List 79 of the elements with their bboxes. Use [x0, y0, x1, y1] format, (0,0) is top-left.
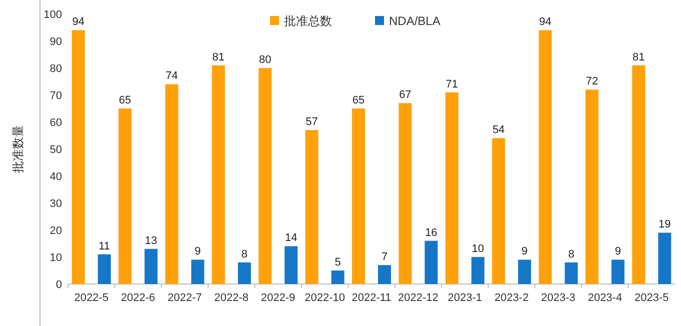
x-tick-label: 2022-12 [398, 292, 438, 304]
bar [118, 108, 132, 284]
bar [564, 262, 578, 284]
y-tick-label: 60 [50, 117, 62, 129]
y-tick-label: 20 [50, 225, 62, 237]
y-tick-label: 90 [50, 36, 62, 48]
bar [658, 232, 672, 284]
data-label: 80 [258, 54, 272, 66]
bar [258, 68, 272, 284]
data-label: 72 [586, 76, 598, 88]
x-tick-label: 2022-11 [352, 292, 392, 304]
bar [191, 260, 204, 284]
bar [445, 92, 458, 284]
bar [518, 260, 532, 284]
bar [165, 84, 178, 284]
data-label: 10 [472, 243, 484, 255]
x-tick-label: 2022-9 [260, 292, 296, 304]
bar [305, 130, 318, 284]
data-label: 71 [446, 78, 458, 90]
data-label: 19 [658, 218, 671, 231]
bar [212, 65, 225, 284]
data-label: 65 [118, 94, 132, 106]
x-tick-label: 2023-4 [588, 292, 622, 304]
data-label: 8 [241, 248, 248, 260]
x-tick-label: 2022-6 [120, 292, 156, 304]
data-label: 57 [306, 116, 318, 128]
bar [331, 270, 344, 284]
data-label: 5 [334, 256, 341, 268]
data-label: 9 [522, 246, 528, 258]
y-tick-label: 80 [50, 63, 62, 75]
x-tick-label: 2023-3 [541, 292, 576, 304]
x-tick-label: 2022-8 [214, 292, 249, 304]
bar [284, 246, 298, 284]
bar [471, 257, 484, 284]
data-label: 9 [614, 246, 622, 258]
bar [238, 262, 251, 284]
data-label: 67 [399, 89, 412, 102]
data-label: 94 [72, 16, 84, 28]
bar [492, 138, 506, 284]
y-tick-label: 50 [50, 144, 62, 156]
x-tick-label: 2022-5 [74, 292, 108, 304]
bar [611, 260, 624, 284]
bar [424, 240, 438, 284]
bar [632, 65, 646, 284]
y-axis-title: 批准数量 [11, 125, 25, 173]
data-label: 81 [632, 51, 645, 64]
y-tick-label: 10 [50, 252, 62, 264]
bar [398, 103, 412, 284]
y-tick-label: 100 [44, 9, 62, 21]
bar [144, 248, 158, 284]
data-label: 81 [212, 51, 225, 64]
y-tick-label: 70 [50, 90, 62, 102]
y-tick-label: 0 [56, 279, 62, 291]
data-label: 11 [98, 240, 110, 252]
bar [352, 108, 365, 284]
data-label: 16 [425, 226, 438, 239]
x-tick-label: 2022-10 [304, 292, 345, 304]
y-tick-label: 30 [50, 198, 62, 210]
bar [72, 30, 85, 284]
data-label: 74 [166, 70, 178, 82]
data-label: 94 [539, 16, 552, 28]
x-tick-label: 2022-7 [168, 292, 202, 304]
bar [98, 254, 111, 284]
y-tick-label: 40 [50, 171, 62, 183]
x-tick-label: 2023-5 [634, 292, 669, 304]
data-label: 8 [568, 248, 574, 260]
bar [585, 90, 598, 284]
x-tick-label: 2023-2 [494, 292, 529, 304]
bar [378, 265, 391, 284]
data-label: 65 [352, 94, 365, 106]
data-label: 13 [144, 234, 158, 247]
data-label: 54 [492, 124, 505, 136]
legend-label: NDA/BLA [389, 14, 440, 28]
data-label: 7 [381, 251, 388, 264]
x-tick-label: 2023-1 [448, 292, 482, 304]
bar [538, 30, 552, 284]
data-label: 14 [284, 232, 298, 244]
legend-label: 批准总数 [284, 14, 332, 28]
data-label: 9 [194, 246, 201, 258]
